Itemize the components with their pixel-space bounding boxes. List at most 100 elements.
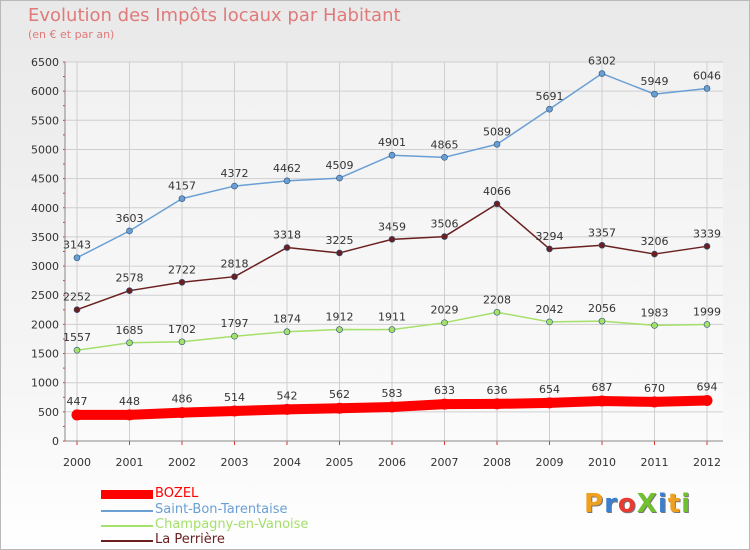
data-point-bozel [281,403,293,415]
data-point-champagny-en-vanoise [336,326,343,333]
x-tick-label: 2012 [693,456,721,469]
data-point-bozel [596,395,608,407]
data-label-la-perriere: 2722 [168,263,196,276]
y-tick-label: 2000 [31,318,59,331]
data-point-champagny-en-vanoise [388,326,396,333]
x-tick-label: 2003 [221,456,249,469]
data-label-saint-bon-tarentaise: 3603 [116,212,144,225]
data-label-saint-bon-tarentaise: 6046 [693,69,721,82]
chart-title: Evolution des Impôts locaux par Habitant [28,5,401,26]
data-label-la-perriere: 3339 [693,227,721,240]
legend-label: BOZEL [155,486,199,501]
legend-label: Saint-Bon-Tarentaise [155,502,288,517]
data-label-la-perriere: 3294 [536,230,564,243]
data-point-champagny-en-vanoise [493,308,501,316]
legend-label: Champagny-en-Vanoise [155,517,309,532]
data-point-bozel [439,398,450,410]
data-label-saint-bon-tarentaise: 5691 [536,90,564,103]
data-point-la-perriere [651,250,658,258]
data-label-bozel: 636 [487,384,508,397]
data-label-saint-bon-tarentaise: 4865 [431,138,459,151]
data-label-la-perriere: 3506 [431,218,459,231]
x-tick-label: 2000 [63,456,91,469]
y-tick-label: 1500 [31,348,59,361]
data-point-la-perriere [493,200,501,208]
y-tick-label: 4000 [31,202,59,215]
x-tick-label: 2005 [326,456,354,469]
data-label-champagny-en-vanoise: 2056 [588,302,616,315]
data-label-champagny-en-vanoise: 1557 [63,331,91,344]
legend-label: La Perrière [155,532,225,547]
data-label-bozel: 687 [592,381,613,394]
data-point-la-perriere [73,306,81,313]
data-point-saint-bon-tarentaise [178,195,186,202]
data-label-la-perriere: 2818 [221,258,249,271]
legend-swatch [101,540,153,542]
data-point-saint-bon-tarentaise [651,90,658,98]
x-tick-label: 2007 [431,456,459,469]
y-tick-label: 3000 [31,260,59,273]
x-tick-label: 2010 [588,456,616,469]
data-point-champagny-en-vanoise [73,346,81,354]
data-point-saint-bon-tarentaise [231,182,238,190]
y-tick-label: 3500 [31,231,59,244]
data-label-la-perriere: 3206 [641,235,669,248]
legend-swatch [101,490,153,499]
data-label-bozel: 583 [382,387,403,400]
data-point-la-perriere [598,241,606,249]
data-point-saint-bon-tarentaise [388,151,396,159]
data-label-champagny-en-vanoise: 1983 [641,306,669,319]
data-point-la-perriere [178,278,186,286]
data-label-saint-bon-tarentaise: 4462 [273,162,301,175]
y-tick-label: 4500 [31,173,59,186]
data-point-la-perriere [703,243,711,250]
data-label-champagny-en-vanoise: 1912 [326,311,354,324]
legend-swatch [101,510,153,512]
data-label-champagny-en-vanoise: 1999 [693,305,721,318]
data-label-saint-bon-tarentaise: 5089 [483,125,511,138]
x-tick-label: 2006 [378,456,406,469]
y-tick-label: 6500 [31,56,59,69]
data-point-champagny-en-vanoise [651,322,658,329]
data-point-saint-bon-tarentaise [493,140,501,148]
data-point-champagny-en-vanoise [178,338,186,346]
data-point-saint-bon-tarentaise [73,254,81,262]
data-label-champagny-en-vanoise: 1702 [168,323,196,336]
x-tick-label: 2009 [536,456,564,469]
data-label-bozel: 670 [644,382,665,395]
y-tick-label: 1000 [31,377,59,390]
x-tick-label: 2004 [273,456,301,469]
data-point-bozel [176,407,188,419]
data-label-champagny-en-vanoise: 2029 [431,304,459,317]
data-label-la-perriere: 3318 [273,229,301,242]
data-label-la-perriere: 3225 [326,234,354,247]
data-label-saint-bon-tarentaise: 6302 [588,55,616,68]
x-tick-label: 2008 [483,456,511,469]
data-point-bozel [334,402,345,414]
data-point-la-perriere [231,273,238,280]
brand-logo: ProXiti [584,489,692,519]
data-point-saint-bon-tarentaise [283,177,291,185]
data-label-champagny-en-vanoise: 1685 [116,324,144,337]
data-point-la-perriere [336,249,343,257]
data-point-champagny-en-vanoise [231,332,238,340]
data-point-bozel [544,397,555,409]
data-label-champagny-en-vanoise: 1874 [273,313,301,326]
data-point-bozel [386,401,398,413]
data-label-champagny-en-vanoise: 2042 [536,303,564,316]
x-tick-label: 2011 [641,456,669,469]
data-point-la-perriere [546,245,553,253]
y-tick-label: 2500 [31,289,59,302]
data-point-saint-bon-tarentaise [441,154,448,161]
legend-swatch [101,525,153,527]
data-point-bozel [649,396,660,408]
data-point-champagny-en-vanoise [703,321,711,328]
data-label-champagny-en-vanoise: 1911 [378,311,406,324]
data-point-la-perriere [441,233,448,240]
data-point-saint-bon-tarentaise [546,105,553,113]
data-point-champagny-en-vanoise [546,318,553,326]
x-tick-label: 2002 [168,456,196,469]
data-point-saint-bon-tarentaise [336,174,343,182]
